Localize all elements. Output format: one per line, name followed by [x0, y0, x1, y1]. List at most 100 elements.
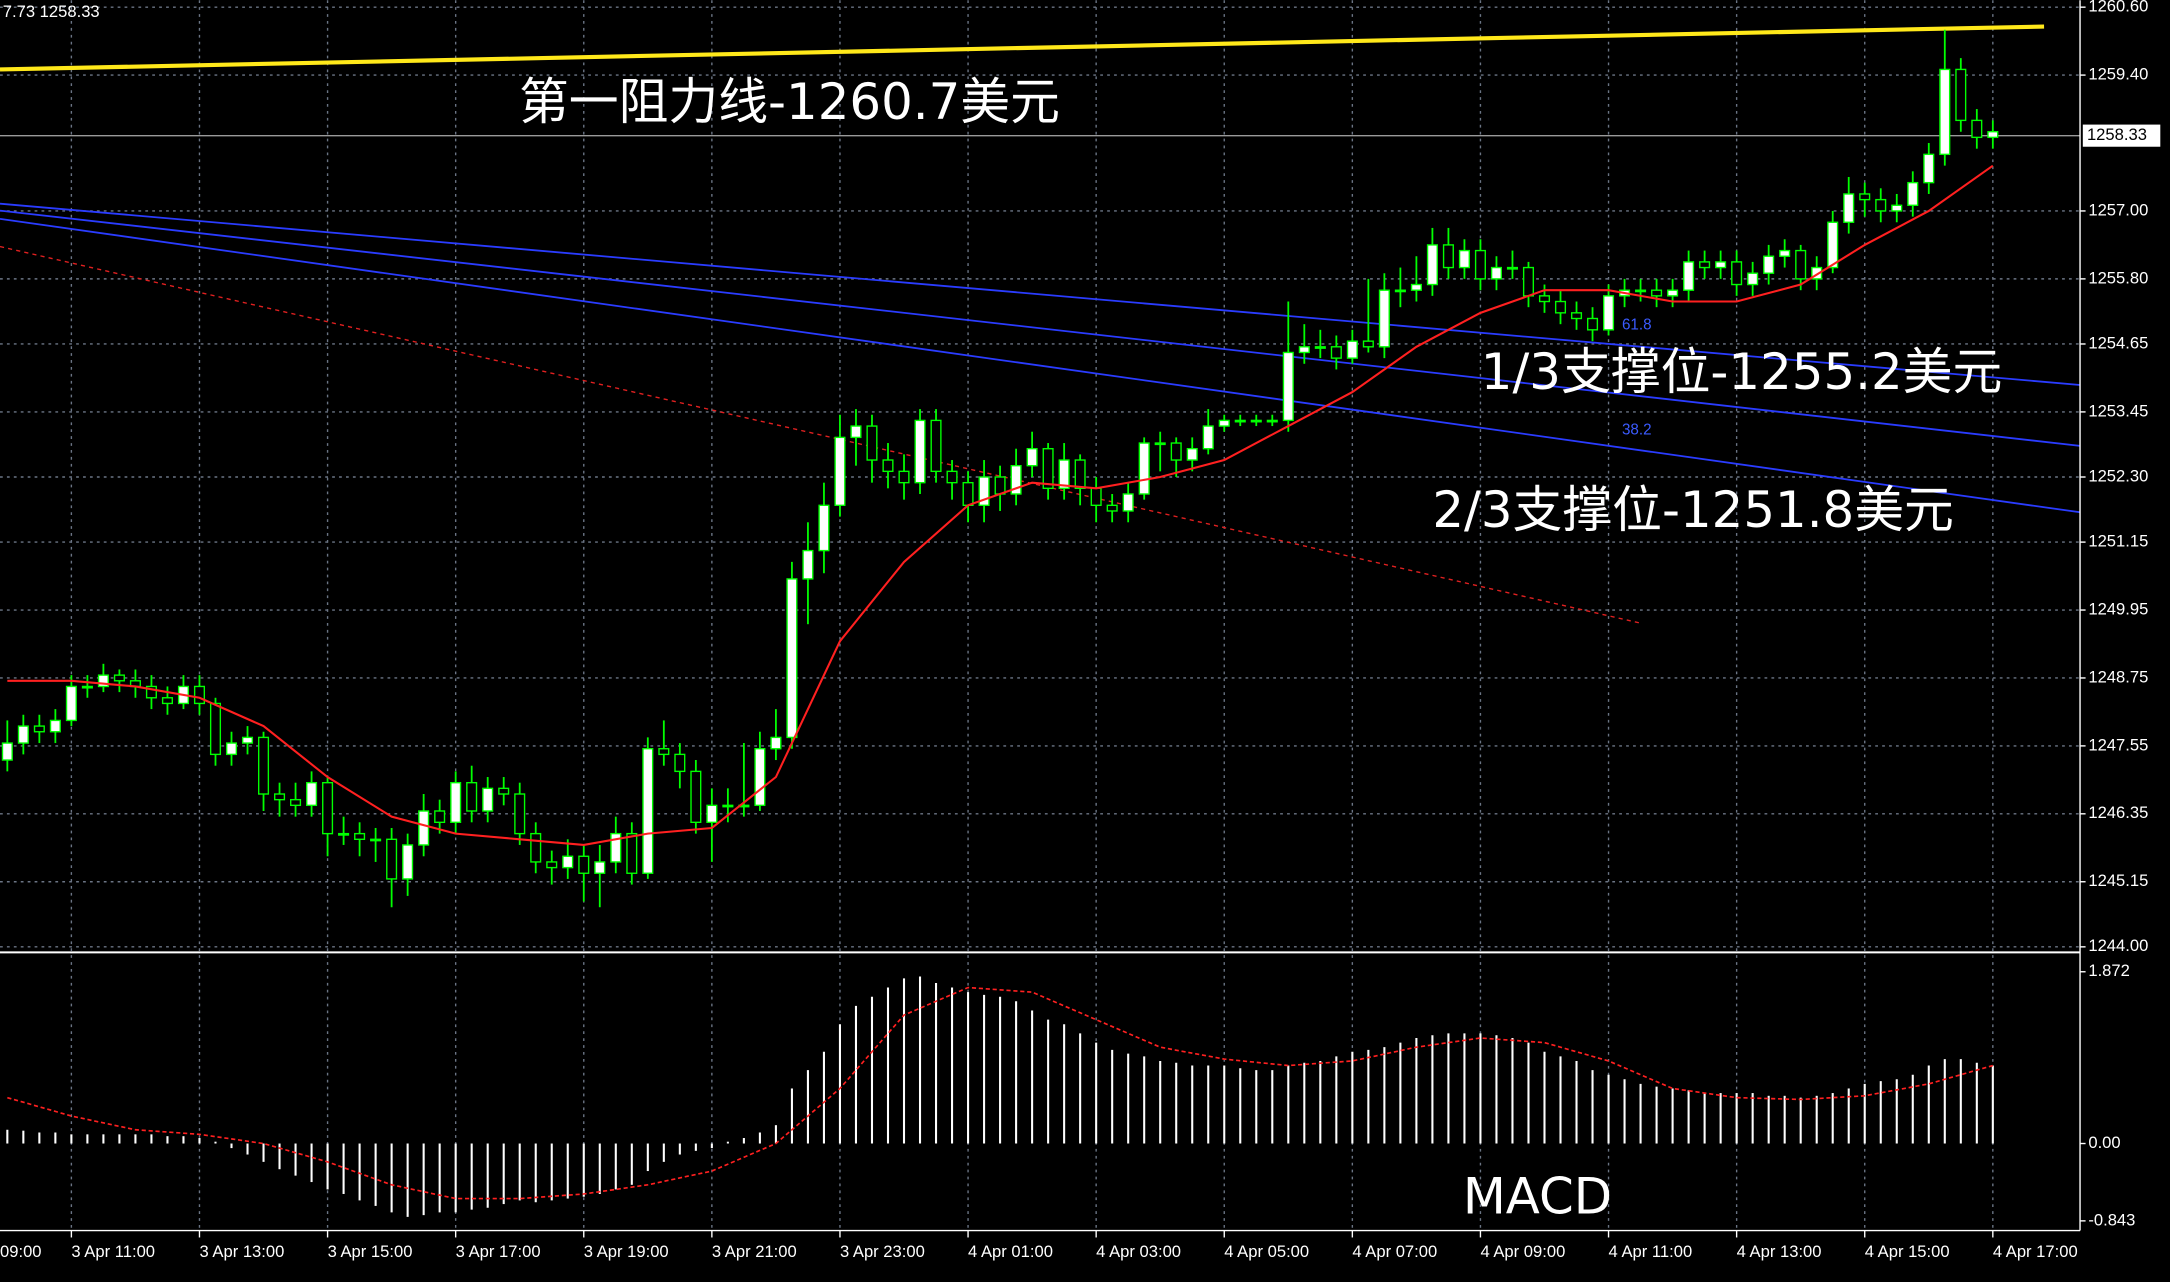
signal-line	[7, 986, 1994, 1200]
candle-body	[530, 832, 542, 863]
y-tick-label: 1260.60	[2088, 0, 2148, 16]
dashed-trend-line	[0, 245, 1641, 624]
candle-body	[33, 725, 45, 733]
candle-body	[370, 838, 382, 842]
candle-body	[1891, 204, 1903, 212]
candle-body	[193, 685, 206, 705]
candle-body	[578, 855, 590, 874]
candle-body	[1570, 312, 1583, 320]
annotation: 第一阻力线-1260.7美元	[519, 73, 1060, 131]
candle-body	[418, 810, 430, 846]
candle-body	[338, 832, 350, 836]
trend-line	[0, 218, 2081, 514]
candle-body	[354, 832, 366, 840]
candle-body	[882, 459, 894, 473]
info-text: 7.73 1258.33	[3, 2, 100, 21]
y-tick-label: 1257.00	[2088, 200, 2148, 219]
candle-body	[113, 674, 125, 682]
candle-body	[1090, 487, 1102, 507]
y-tick-label: 1252.30	[2088, 466, 2148, 485]
x-tick-label: 09:00	[0, 1242, 42, 1261]
candle-body	[1795, 249, 1807, 280]
candle-body	[770, 736, 782, 750]
grid	[0, 0, 2081, 1231]
x-tick-label: 4 Apr 09:00	[1480, 1242, 1565, 1261]
candle-body	[225, 742, 238, 756]
candle-body	[1554, 300, 1567, 314]
candle-body	[1971, 119, 1983, 139]
candle-body	[161, 697, 173, 705]
candle-body	[1987, 131, 1999, 139]
candle-body	[1234, 419, 1246, 423]
x-tick-label: 4 Apr 07:00	[1352, 1242, 1437, 1261]
candle-body	[1875, 198, 1887, 212]
x-tick-label: 3 Apr 17:00	[456, 1242, 541, 1261]
candle-body	[1538, 295, 1551, 303]
candle-body	[1378, 289, 1390, 348]
trend-line	[0, 209, 2081, 447]
y-tick-label: 1247.55	[2088, 735, 2148, 754]
y-tick-label: 1254.65	[2088, 333, 2148, 352]
y-tick-label: 1244.00	[2088, 936, 2148, 955]
candle-body	[1458, 249, 1470, 269]
candle-body	[1346, 340, 1358, 359]
candle-body	[1763, 255, 1775, 274]
candle-body	[1843, 193, 1855, 223]
candle-body	[658, 748, 670, 756]
y-tick-label: 1255.80	[2088, 268, 2148, 287]
candle-body	[81, 685, 93, 689]
candle-body	[802, 549, 814, 580]
x-tick-label: 3 Apr 11:00	[71, 1242, 155, 1261]
candle-body	[1042, 448, 1054, 490]
candle-body	[1699, 261, 1711, 269]
candle-body	[914, 419, 926, 484]
candle-body	[145, 685, 157, 699]
candle-body	[386, 838, 398, 880]
candle-body	[1218, 419, 1230, 427]
candle-body	[930, 419, 942, 473]
candle-body	[1811, 266, 1823, 280]
candle-body	[1074, 459, 1086, 490]
candle-body	[1603, 295, 1615, 331]
candle-body	[722, 804, 734, 808]
y-tick-label: 1246.35	[2088, 803, 2148, 822]
candle-body	[1827, 221, 1839, 269]
x-tick-label: 4 Apr 05:00	[1224, 1242, 1309, 1261]
x-tick-label: 3 Apr 15:00	[328, 1242, 413, 1261]
candle-body	[1506, 266, 1519, 270]
candle-body	[1010, 464, 1022, 495]
candle-body	[1106, 504, 1118, 512]
annotation: 1/3支撑位-1255.2美元	[1481, 343, 2003, 401]
candle-body	[898, 470, 910, 484]
candle-body	[1314, 346, 1326, 349]
y-tick-label: 1248.75	[2088, 667, 2148, 686]
fib-label: 38.2	[1622, 422, 1652, 439]
x-tick-label: 4 Apr 11:00	[1609, 1242, 1693, 1261]
candle-body	[962, 481, 974, 507]
candle-body	[290, 798, 302, 807]
candle-body	[1122, 493, 1134, 512]
candle-body	[818, 504, 830, 552]
candle-body	[17, 725, 29, 744]
last-price-box	[2082, 124, 2161, 147]
fib-label: 61.8	[1622, 316, 1652, 333]
candle-body	[1635, 289, 1647, 293]
trend-line	[0, 202, 2081, 386]
candle-body	[786, 578, 798, 739]
candle-body	[1154, 442, 1166, 446]
candle-body	[834, 436, 846, 507]
candle-body	[1266, 419, 1278, 423]
candle-body	[49, 719, 61, 733]
candle-body	[274, 793, 286, 801]
candle-body	[1058, 459, 1070, 490]
candle-body	[1955, 68, 1967, 122]
candle-body	[546, 861, 558, 869]
moving-average	[7, 164, 1994, 847]
candle-body	[1474, 249, 1486, 280]
candle-body	[1026, 448, 1038, 467]
candle-body	[241, 736, 254, 744]
candle-body	[994, 476, 1006, 495]
candle-body	[1923, 153, 1935, 184]
candle-body	[322, 781, 334, 835]
